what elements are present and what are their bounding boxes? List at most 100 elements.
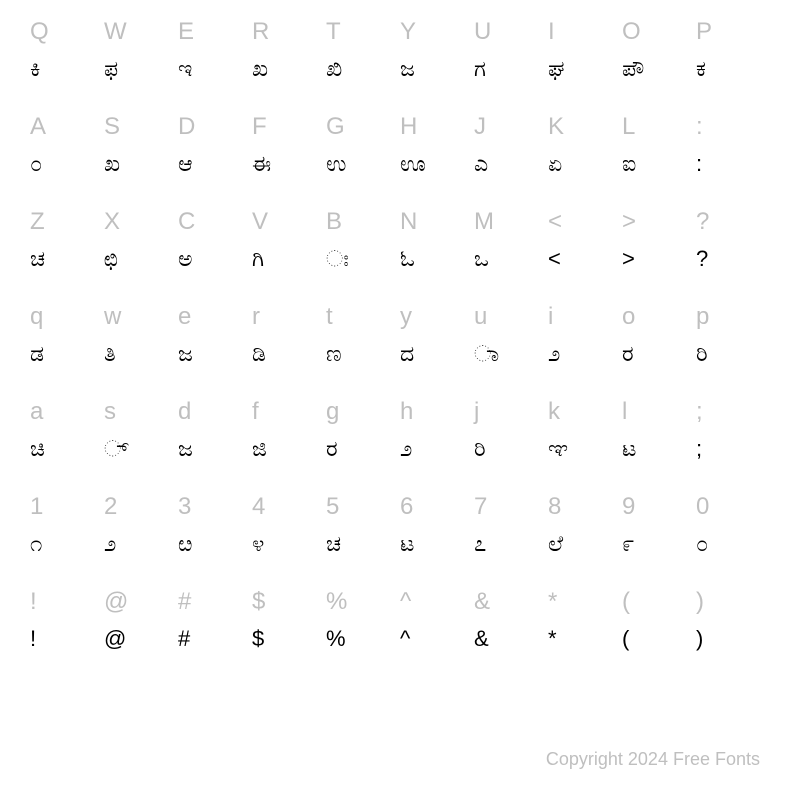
key-label: % <box>326 590 347 614</box>
char-cell: 4೪ <box>252 495 326 590</box>
glyph-label: ? <box>696 248 708 270</box>
glyph-label: ಪೌ <box>622 58 644 80</box>
char-cell: ?? <box>696 210 770 305</box>
glyph-label: ೞ <box>178 533 192 555</box>
character-map-grid: QಕಿWಫEಇRಖTಖಿYಜUಗIಘOಪೌPಕA೦SಖDಆFಈGಉHಊJಎKಏL… <box>30 20 770 685</box>
key-label: ; <box>696 400 703 424</box>
char-cell: kಞ <box>548 400 622 495</box>
char-cell: s್ <box>104 400 178 495</box>
glyph-label: ಆ <box>178 153 193 175</box>
key-label: e <box>178 305 191 329</box>
key-label: D <box>178 115 195 139</box>
char-cell: )) <box>696 590 770 685</box>
glyph-label: ( <box>622 628 629 650</box>
char-cell: Sಖ <box>104 115 178 210</box>
key-label: W <box>104 20 127 44</box>
key-label: 1 <box>30 495 43 519</box>
glyph-label: ಉ <box>326 153 346 175</box>
char-cell: Qಕಿ <box>30 20 104 115</box>
key-label: X <box>104 210 120 234</box>
glyph-label: ೧ <box>30 533 42 555</box>
char-cell: 8ಲೆ <box>548 495 622 590</box>
char-cell: ** <box>548 590 622 685</box>
key-label: $ <box>252 590 265 614</box>
key-label: P <box>696 20 712 44</box>
key-label: > <box>622 210 636 234</box>
glyph-label: : <box>696 153 702 175</box>
glyph-label: ; <box>696 438 702 460</box>
key-label: Z <box>30 210 45 234</box>
glyph-label: $ <box>252 628 264 650</box>
char-cell: i೨ <box>548 305 622 400</box>
char-cell: tಣ <box>326 305 400 400</box>
glyph-label: ಓ <box>400 248 415 270</box>
key-label: 9 <box>622 495 635 519</box>
key-label: * <box>548 590 557 614</box>
char-cell: Lಐ <box>622 115 696 210</box>
key-label: T <box>326 20 341 44</box>
key-label: d <box>178 400 191 424</box>
char-cell: Pಕ <box>696 20 770 115</box>
glyph-label: ಗ <box>474 58 486 80</box>
glyph-label: ಛಿ <box>104 248 118 270</box>
char-cell: 5ಚ <box>326 495 400 590</box>
key-label: l <box>622 400 627 424</box>
char-cell: %% <box>326 590 400 685</box>
glyph-label: ಖ <box>104 153 120 175</box>
char-cell: ;; <box>696 400 770 495</box>
key-label: Y <box>400 20 416 44</box>
char-cell: Mಒ <box>474 210 548 305</box>
glyph-label: ! <box>30 628 36 650</box>
char-cell: @@ <box>104 590 178 685</box>
key-label: ? <box>696 210 709 234</box>
char-cell: aಚಿ <box>30 400 104 495</box>
char-cell: dಜ <box>178 400 252 495</box>
char-cell: && <box>474 590 548 685</box>
char-cell: Iಘ <box>548 20 622 115</box>
key-label: C <box>178 210 195 234</box>
char-cell: wತಿ <box>104 305 178 400</box>
glyph-label: > <box>622 248 635 270</box>
key-label: w <box>104 305 121 329</box>
char-cell: uಾ <box>474 305 548 400</box>
char-cell: Nಓ <box>400 210 474 305</box>
char-cell: h೨ <box>400 400 474 495</box>
key-label: Q <box>30 20 49 44</box>
char-cell: Rಖ <box>252 20 326 115</box>
key-label: j <box>474 400 479 424</box>
char-cell: Bಃ <box>326 210 400 305</box>
glyph-label: ಜಿ <box>252 438 267 460</box>
glyph-label: & <box>474 628 489 650</box>
key-label: a <box>30 400 43 424</box>
char-cell: ^^ <box>400 590 474 685</box>
char-cell: Fಈ <box>252 115 326 210</box>
char-cell: Zಚ <box>30 210 104 305</box>
char-cell: Jಎ <box>474 115 548 210</box>
char-cell: Gಉ <box>326 115 400 210</box>
char-cell: 1೧ <box>30 495 104 590</box>
char-cell: Uಗ <box>474 20 548 115</box>
glyph-label: ಜ <box>178 438 193 460</box>
glyph-label: ಗಿ <box>252 248 264 270</box>
key-label: U <box>474 20 491 44</box>
glyph-label: ೭ <box>474 533 486 555</box>
glyph-label: ಫ <box>104 58 118 80</box>
char-cell: O ಪೌ <box>622 20 696 115</box>
char-cell: (( <box>622 590 696 685</box>
key-label: V <box>252 210 268 234</box>
key-label: & <box>474 590 490 614</box>
glyph-label: ಏ <box>548 153 562 175</box>
key-label: p <box>696 305 709 329</box>
glyph-label: < <box>548 248 561 270</box>
key-label: O <box>622 20 641 44</box>
char-cell: rಡಿ <box>252 305 326 400</box>
char-cell: oರ <box>622 305 696 400</box>
key-label: h <box>400 400 413 424</box>
key-label: ) <box>696 590 704 614</box>
key-label: 6 <box>400 495 413 519</box>
char-cell: V ಗಿ <box>252 210 326 305</box>
char-cell: :: <box>696 115 770 210</box>
glyph-label: ೯ <box>622 533 634 555</box>
char-cell: X ಛಿ <box>104 210 178 305</box>
glyph-label: ^ <box>400 628 410 650</box>
